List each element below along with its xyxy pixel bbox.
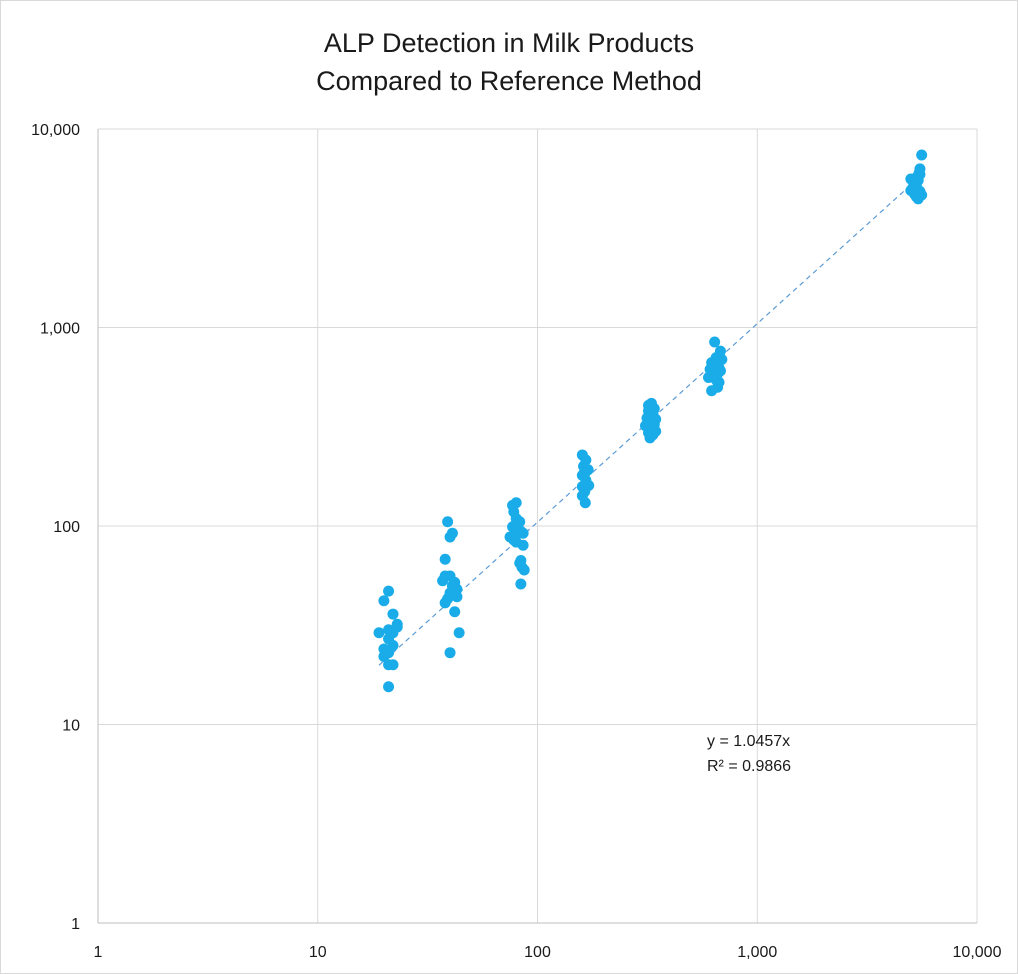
- data-point: [451, 591, 463, 603]
- data-points: [373, 149, 928, 693]
- trendline-r-squared: R² = 0.9866: [707, 758, 792, 775]
- trendline-equation: y = 1.0457x: [707, 733, 791, 750]
- data-point: [391, 621, 403, 633]
- data-point: [579, 497, 591, 509]
- data-point: [912, 193, 924, 205]
- data-point: [517, 539, 529, 551]
- y-tick-label: 1: [71, 916, 80, 933]
- data-point: [387, 659, 399, 671]
- data-point: [446, 527, 458, 539]
- data-point: [714, 345, 726, 357]
- data-point: [509, 519, 521, 531]
- y-tick-label: 10: [62, 718, 80, 735]
- data-point: [644, 432, 656, 444]
- data-point: [378, 651, 390, 663]
- data-point: [439, 597, 451, 609]
- data-point: [709, 336, 721, 348]
- data-point: [439, 553, 451, 565]
- data-point: [378, 595, 390, 607]
- axis-tick-labels: 11 10 10 100 100 1,000 1,000 10,000 10,000: [31, 122, 1002, 961]
- data-point: [453, 627, 465, 639]
- data-point: [383, 681, 395, 693]
- y-tick-label: 1,000: [40, 321, 80, 338]
- x-tick-label: 1: [94, 944, 103, 961]
- data-point: [914, 168, 926, 180]
- data-point: [444, 647, 456, 659]
- data-point: [446, 580, 458, 592]
- chart-title: ALP Detection in Milk Products: [323, 28, 695, 58]
- data-point: [383, 624, 395, 636]
- data-point: [578, 467, 590, 479]
- x-tick-label: 10: [309, 944, 327, 961]
- data-point: [514, 557, 526, 569]
- chart-subtitle: Compared to Reference Method: [316, 66, 702, 96]
- data-point: [383, 585, 395, 597]
- data-point: [712, 381, 724, 393]
- trendline: [378, 174, 923, 666]
- data-point: [515, 578, 527, 590]
- data-point: [387, 640, 399, 652]
- data-point: [716, 353, 728, 365]
- gridlines: [97, 128, 978, 924]
- data-point: [905, 173, 917, 185]
- data-point: [645, 410, 657, 422]
- data-point: [387, 608, 399, 620]
- x-tick-label: 10,000: [953, 944, 1002, 961]
- data-point: [442, 516, 454, 528]
- x-tick-label: 100: [524, 944, 551, 961]
- y-tick-label: 100: [53, 519, 80, 536]
- data-point: [510, 497, 522, 509]
- data-point: [373, 627, 385, 639]
- data-point: [449, 606, 461, 618]
- data-point: [916, 149, 928, 161]
- trendline-layer: [378, 174, 923, 666]
- y-tick-label: 10,000: [31, 122, 80, 139]
- x-tick-label: 1,000: [737, 944, 777, 961]
- data-point: [909, 183, 921, 195]
